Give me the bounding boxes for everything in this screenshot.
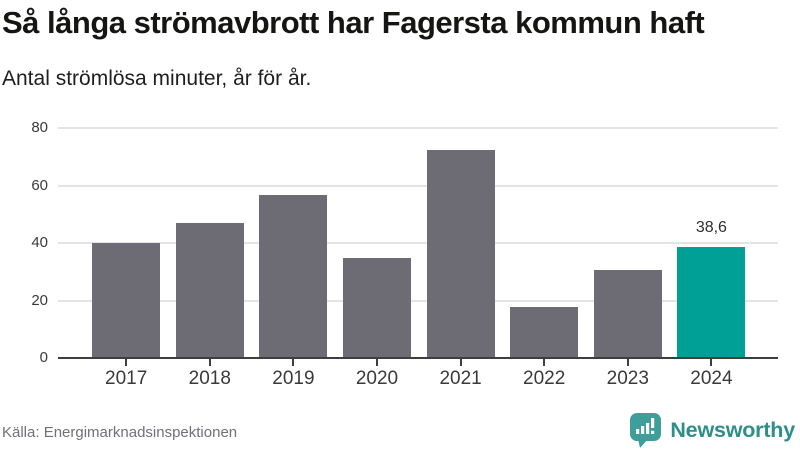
x-tick-mark-2022 [543, 358, 546, 366]
y-tick-label-40: 40 [31, 234, 48, 251]
x-tick-mark-2021 [459, 358, 462, 366]
newsworthy-wordmark: Newsworthy [670, 418, 795, 442]
x-tick-label-2021: 2021 [439, 368, 482, 389]
gridline-60 [58, 184, 778, 187]
x-tick-mark-2024 [710, 358, 713, 366]
x-tick-label-2017: 2017 [105, 368, 148, 389]
gridline-20 [58, 299, 778, 302]
bar-2021 [426, 150, 495, 358]
chart-subtitle: Antal strömlösa minuter, år för år. [2, 67, 312, 90]
x-tick-mark-2023 [626, 358, 629, 366]
x-tick-mark-2020 [376, 358, 378, 366]
x-tick-label-2019: 2019 [272, 368, 315, 389]
bar-2020 [343, 257, 411, 358]
gridline-40 [58, 242, 778, 244]
x-tick-label-2018: 2018 [188, 368, 231, 389]
source-note: Källa: Energimarknadsinspektionen [2, 424, 238, 441]
newsworthy-logo: Newsworthy [629, 412, 795, 449]
x-tick-label-2022: 2022 [523, 368, 566, 389]
x-axis-baseline [58, 356, 778, 359]
bar-2023 [593, 269, 662, 358]
x-tick-label-2020: 2020 [355, 368, 399, 389]
bar-2018 [175, 223, 244, 358]
bar-2017 [92, 243, 161, 358]
bar-2024 [677, 247, 746, 358]
y-tick-label-60: 60 [31, 176, 48, 194]
newsworthy-bubble-icon [630, 413, 662, 448]
y-tick-label-0: 0 [39, 349, 48, 366]
chart-title: Så långa strömavbrott har Fagersta kommu… [2, 5, 705, 40]
x-tick-mark-2017 [125, 358, 128, 366]
bar-2022 [510, 307, 579, 358]
bar-2019 [259, 194, 328, 358]
x-tick-mark-2019 [292, 358, 295, 366]
x-tick-mark-2018 [208, 358, 211, 366]
x-tick-label-2024: 2024 [690, 368, 733, 389]
y-tick-label-20: 20 [31, 291, 48, 309]
gridline-80 [58, 127, 778, 129]
x-tick-label-2023: 2023 [606, 368, 649, 389]
bar-value-label: 38,6 [695, 219, 727, 237]
y-tick-label-80: 80 [31, 119, 48, 136]
